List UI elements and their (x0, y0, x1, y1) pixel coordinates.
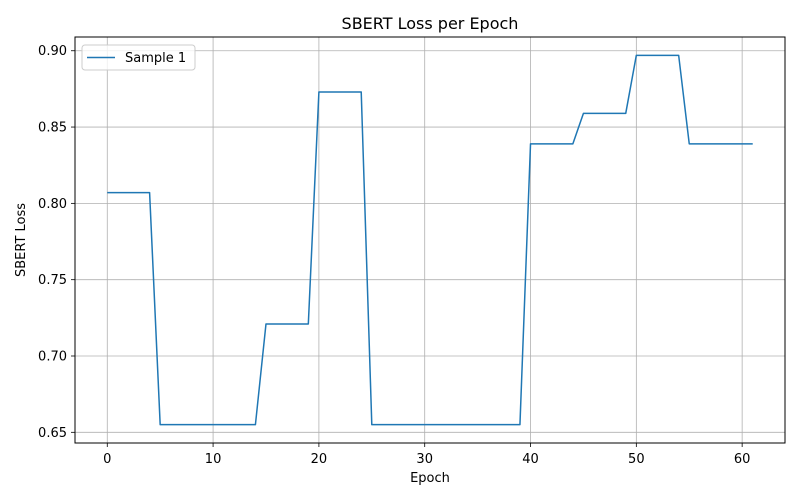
y-tick-label: 0.75 (38, 273, 67, 288)
series-line-sample-1 (107, 54, 753, 426)
y-axis-title: SBERT Loss (14, 203, 29, 277)
x-axis-ticks: 0 10 20 30 40 50 60 (103, 443, 750, 467)
legend: Sample 1 (81, 44, 196, 71)
x-tick-label: 0 (103, 452, 111, 467)
y-tick-label: 0.80 (38, 197, 67, 212)
x-tick-label: 60 (734, 452, 751, 467)
axes-frame (74, 36, 786, 444)
y-tick-label: 0.85 (38, 121, 67, 136)
y-tick-label: 0.90 (38, 44, 67, 59)
legend-label-sample-1: Sample 1 (125, 51, 186, 66)
legend-box (81, 44, 196, 71)
x-tick-label: 10 (205, 452, 222, 467)
y-tick-label: 0.70 (38, 350, 67, 365)
x-tick-label: 40 (522, 452, 539, 467)
y-axis-ticks: 0.65 0.70 0.75 0.80 0.85 0.90 (38, 44, 75, 441)
x-axis-title: Epoch (410, 471, 450, 486)
chart-title: SBERT Loss per Epoch (342, 14, 519, 33)
x-tick-label: 20 (311, 452, 328, 467)
x-tick-label: 50 (628, 452, 645, 467)
plot-series (107, 54, 753, 426)
x-tick-label: 30 (416, 452, 433, 467)
y-tick-label: 0.65 (38, 426, 67, 441)
